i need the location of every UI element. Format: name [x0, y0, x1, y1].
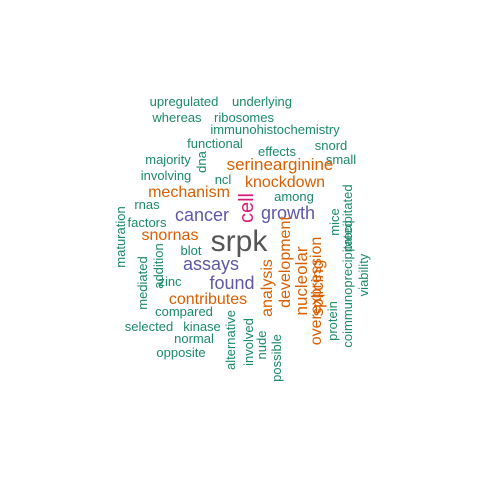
word-kinase: kinase: [183, 319, 221, 334]
word-protein: protein: [325, 301, 340, 341]
word-selected: selected: [125, 319, 173, 334]
word-functional: functional: [187, 136, 243, 151]
word-normal: normal: [174, 331, 214, 346]
word-found: found: [209, 273, 254, 293]
word-factors: factors: [127, 215, 167, 230]
word-immunohistochemistry: immunohistochemistry: [210, 122, 340, 137]
word-opposite: opposite: [156, 345, 205, 360]
word-maturation: maturation: [113, 206, 128, 267]
word-compared: compared: [155, 304, 213, 319]
word-mechanism: mechanism: [148, 184, 230, 201]
word-mediated: mediated: [135, 256, 150, 309]
word-assays: assays: [183, 254, 239, 274]
word-cell: cell: [236, 193, 258, 223]
word-viability: viability: [356, 253, 371, 296]
word-alternative: alternative: [223, 310, 238, 370]
word-among: among: [274, 189, 314, 204]
word-whereas: whereas: [151, 110, 202, 125]
word-effects: effects: [258, 144, 297, 159]
word-contributes: contributes: [169, 291, 247, 308]
word-splicing: splicing: [308, 260, 327, 317]
word-growth: growth: [261, 203, 315, 223]
word-coimmunoprecipitated: coimmunoprecipitated: [340, 220, 355, 347]
word-analysis: analysis: [259, 259, 276, 317]
word-blot: blot: [181, 243, 202, 258]
word-precipitated: precipitated: [340, 184, 355, 251]
word-knockdown: knockdown: [245, 174, 325, 191]
word-overexpression: overexpression: [308, 237, 325, 346]
word-development: development: [277, 216, 294, 308]
word-snord: snord: [315, 138, 348, 153]
word-possible: possible: [269, 334, 284, 382]
word-nude: nude: [254, 331, 269, 360]
word-upregulated: upregulated: [150, 94, 219, 109]
word-zinc: zinc: [158, 274, 182, 289]
word-snornas: snornas: [142, 227, 199, 244]
word-srpk: srpk: [211, 225, 269, 258]
word-nucleolar: nucleolar: [292, 246, 311, 315]
word-dna: dna: [194, 150, 209, 172]
word-cancer: cancer: [175, 205, 229, 225]
word-rnas: rnas: [134, 197, 160, 212]
word-addition: addition: [151, 243, 166, 289]
word-ncl: ncl: [215, 172, 232, 187]
word-majority: majority: [145, 152, 191, 167]
word-serinearginine: serinearginine: [227, 155, 334, 174]
word-small: small: [326, 152, 356, 167]
word-underlying: underlying: [232, 94, 292, 109]
word-involving: involving: [141, 168, 192, 183]
word-ribosomes: ribosomes: [214, 110, 274, 125]
word-mice: mice: [327, 208, 342, 235]
word-involved: involved: [241, 318, 256, 366]
